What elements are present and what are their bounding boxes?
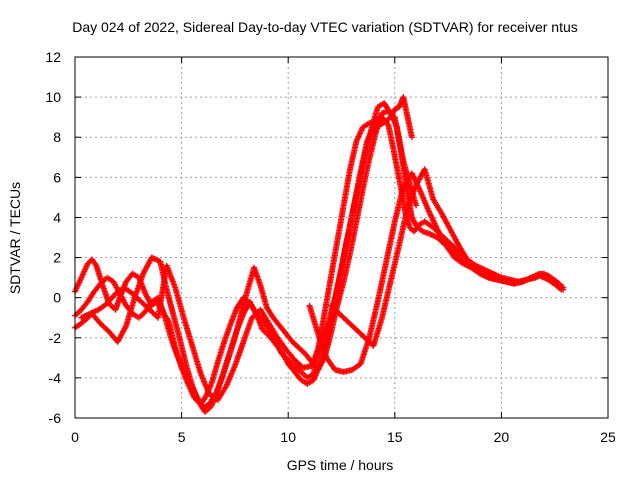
y-tick-label: -6 [49, 410, 62, 426]
y-tick-label: 8 [53, 129, 61, 145]
x-tick-label: 25 [600, 429, 616, 445]
grid [75, 57, 608, 418]
y-tick-label: 12 [45, 49, 61, 65]
series-track-e [306, 170, 567, 375]
data-point [413, 202, 420, 209]
series-track-d [78, 94, 415, 403]
plot-frame [74, 56, 609, 419]
data-point [560, 284, 567, 291]
chart-title: Day 024 of 2022, Sidereal Day-to-day VTE… [72, 19, 578, 35]
y-tick-label: 6 [53, 169, 61, 185]
series-track-a [72, 114, 565, 407]
x-tick-label: 20 [494, 429, 510, 445]
x-axis-label: GPS time / hours [287, 457, 394, 473]
x-tick-label: 5 [178, 429, 186, 445]
y-tick-label: 10 [45, 89, 61, 105]
data-point-interp [288, 337, 295, 344]
x-tick-label: 10 [280, 429, 296, 445]
y-tick-label: 4 [53, 209, 61, 225]
data-points [72, 94, 567, 415]
y-axis-label: SDTVAR / TECUs [7, 182, 23, 294]
y-tick-label: 0 [53, 290, 61, 306]
x-tick-label: 0 [71, 429, 79, 445]
y-tick-label: -2 [49, 330, 62, 346]
data-point [408, 134, 415, 141]
y-tick-label: 2 [53, 250, 61, 266]
y-tick-label: -4 [49, 370, 62, 386]
series-track-f [327, 166, 505, 349]
data-point-interp [96, 281, 103, 288]
axis-ticks: 0 5 10 15 20 25 -6 -4 -2 0 2 4 6 8 10 12 [45, 49, 616, 445]
x-tick-label: 15 [387, 429, 403, 445]
data-point [498, 274, 505, 281]
